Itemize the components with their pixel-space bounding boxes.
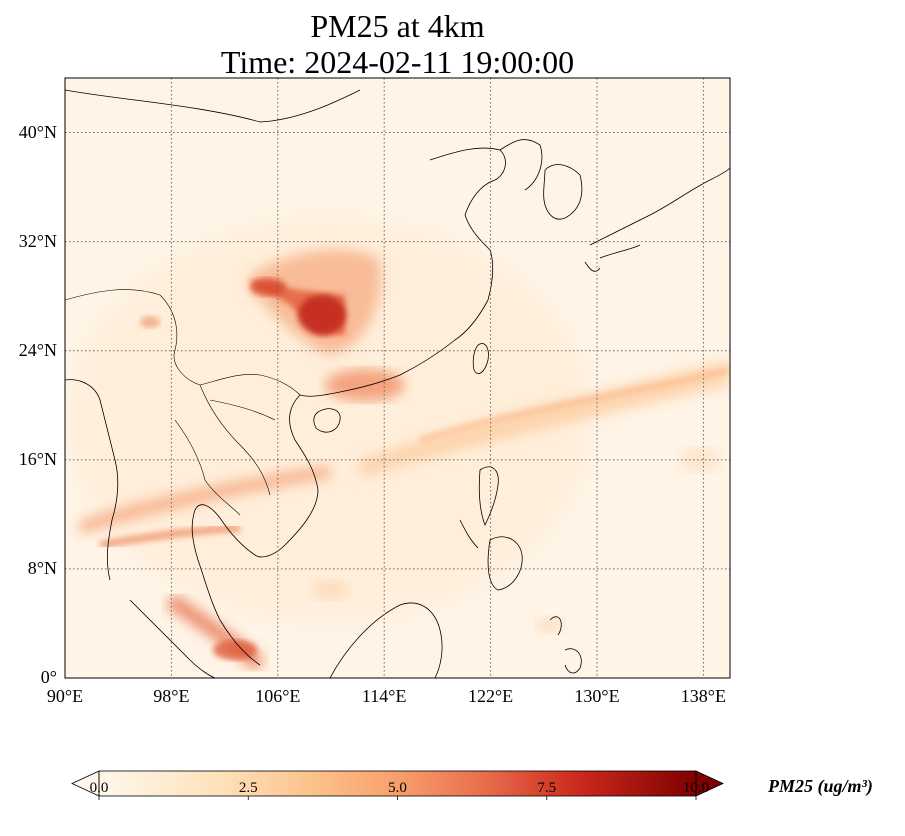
lat-tick-label: 32°N <box>18 230 57 251</box>
gridlines <box>65 78 730 678</box>
map-frame <box>64 77 731 679</box>
colorbar-gradient <box>99 771 696 796</box>
lon-tick-label: 106°E <box>255 686 301 706</box>
lon-tick-label: 114°E <box>361 686 407 706</box>
lon-tick-label: 90°E <box>46 686 84 706</box>
prd-hotspot <box>325 369 405 401</box>
lon-tick-label: 122°E <box>467 686 514 706</box>
colorbar-tick-label: 10.0 <box>682 780 710 796</box>
map-subtitle-time: Time: 2024-02-11 19:00:00 <box>220 44 575 80</box>
colorbar-tick-label: 2.5 <box>238 780 258 796</box>
lon-tick-label: 138°E <box>680 686 726 706</box>
lat-tick-label: 8°N <box>27 557 57 578</box>
lat-tick-label: 16°N <box>18 448 57 469</box>
coastlines <box>65 89 730 678</box>
colorbar-ticks <box>98 796 697 800</box>
lon-tick-label: 130°E <box>574 686 620 706</box>
colorbar-title: PM25 (ug/m³) <box>768 776 873 796</box>
colorbar-tick-label: 7.5 <box>537 780 557 796</box>
lat-tick-label: 24°N <box>18 339 57 360</box>
lon-tick-label: 98°E <box>153 686 190 706</box>
lat-tick-label: 0° <box>40 667 57 687</box>
colorbar-tick-label: 5.0 <box>388 780 407 796</box>
colorbar-tick-label: 0.0 <box>89 780 109 796</box>
map-title: PM25 at 4km <box>310 8 485 44</box>
lat-tick-label: 40°N <box>18 121 57 142</box>
